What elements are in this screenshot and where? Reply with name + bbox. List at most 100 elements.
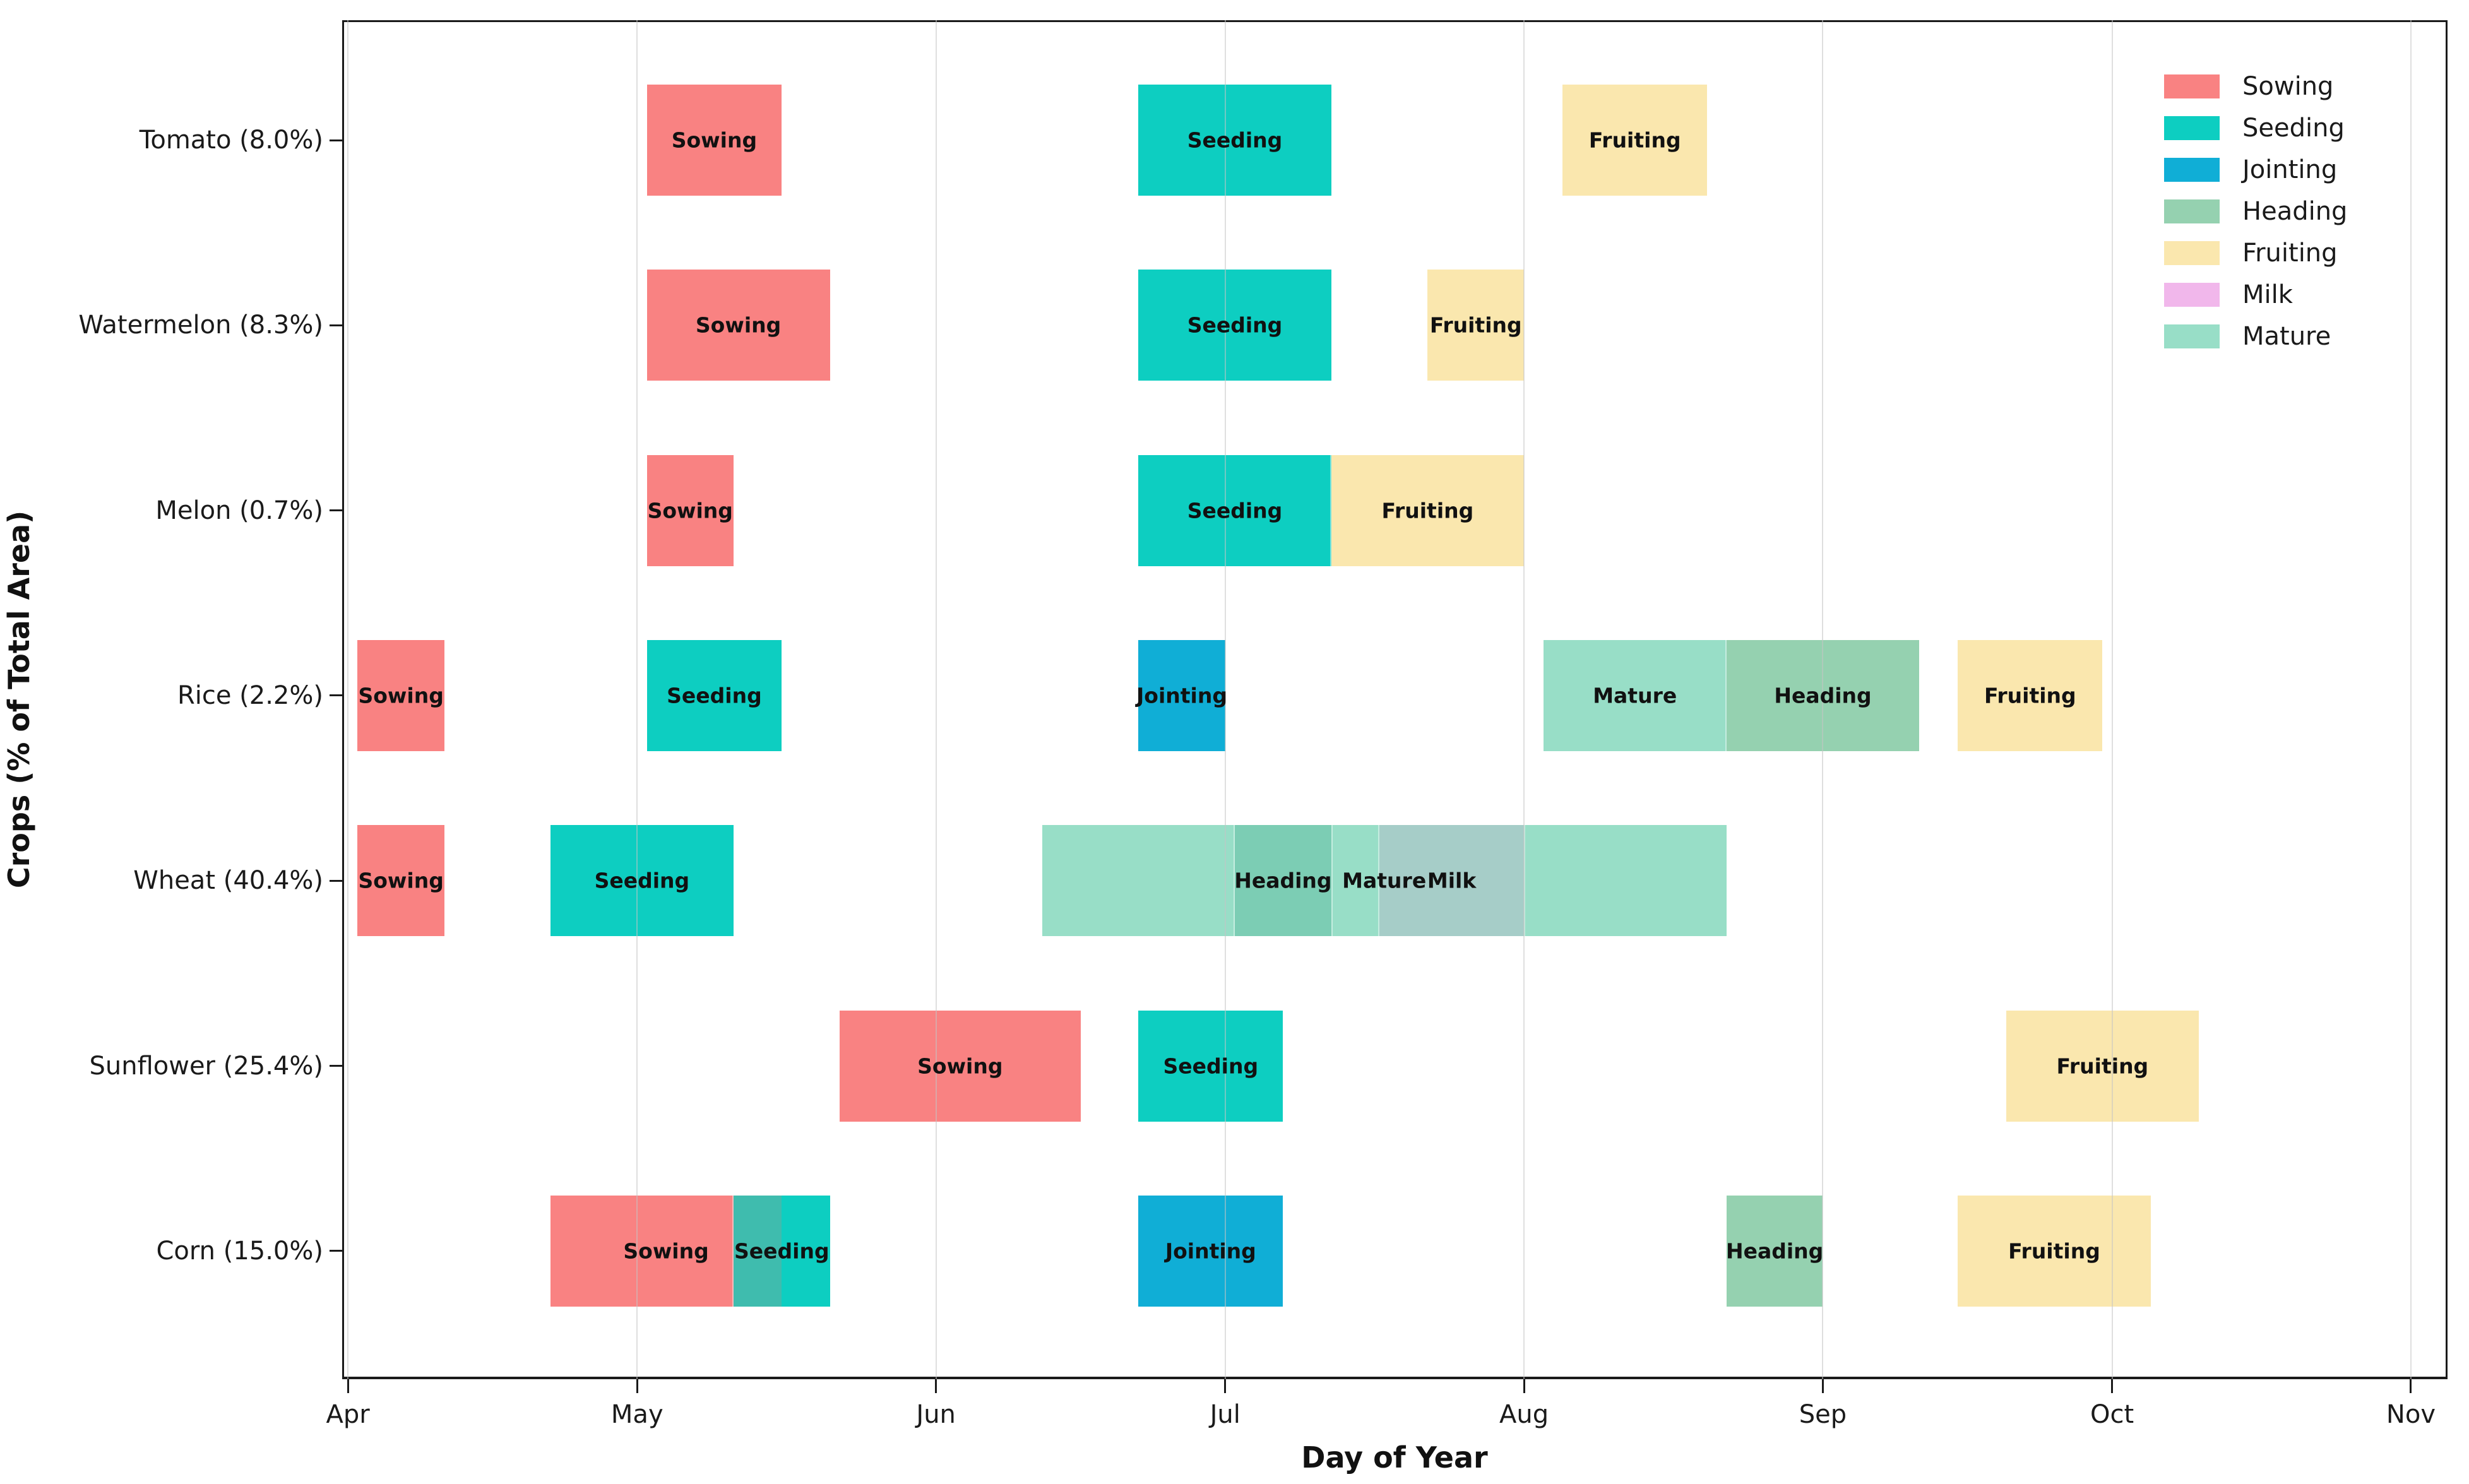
month-gridline-aug (1523, 20, 1525, 1379)
phase-bar-corn-fruiting (1958, 1195, 2151, 1307)
phase-bar-sunflower-seeding (1138, 1010, 1283, 1122)
legend-label-seeding: Seeding (2242, 114, 2345, 143)
phase-bar-rice-seeding (646, 639, 782, 751)
legend-label-mature: Mature (2242, 322, 2331, 351)
x-tick-mark-jul (1224, 1379, 1227, 1393)
phase-bar-rice-mature (1543, 639, 1727, 751)
phase-label: Jointing (1165, 1238, 1256, 1264)
phase-label: Seeding (594, 868, 690, 893)
month-gridline-jul (1224, 20, 1226, 1379)
phase-label: Mature (1593, 683, 1677, 708)
phase-bar-corn-jointing (1138, 1195, 1283, 1307)
phase-label: Seeding (1187, 312, 1283, 338)
phase-label: Fruiting (1588, 128, 1681, 153)
x-tick-label-jul: Jul (1210, 1400, 1240, 1429)
phase-bar-corn-heading (1726, 1195, 1823, 1307)
legend-label-heading: Heading (2242, 197, 2348, 226)
phase-bar-melon-fruiting (1331, 454, 1525, 566)
x-tick-label-nov: Nov (2386, 1400, 2436, 1429)
x-tick-label-aug: Aug (1499, 1400, 1549, 1429)
month-gridline-jun (935, 20, 937, 1379)
month-gridline-sep (1822, 20, 1824, 1379)
phase-bar-sunflower-fruiting (2006, 1010, 2199, 1122)
legend: Sowing Seeding Jointing Heading Fruiting Milk… (2164, 66, 2347, 357)
phase-label: Heading (1774, 683, 1872, 708)
phase-label: Fruiting (1429, 312, 1522, 338)
y-tick-mark (330, 324, 342, 326)
y-tick-mark (330, 1065, 342, 1067)
phase-bar-tomato-seeding (1138, 85, 1331, 196)
y-tick-label-rice: Rice (2.2%) (177, 680, 323, 710)
phase-bar-watermelon-sowing (646, 270, 830, 381)
phase-bar-sunflower-sowing (839, 1010, 1081, 1122)
phase-bar-melon-seeding (1138, 454, 1331, 566)
month-gridline-oct (2111, 20, 2113, 1379)
phase-bar-rice-fruiting (1958, 639, 2103, 751)
x-tick-mark-nov (2410, 1379, 2412, 1393)
legend-swatch-milk (2164, 283, 2220, 307)
y-tick-label-tomato: Tomato (8.0%) (139, 126, 323, 155)
phase-label: Fruiting (1984, 683, 2076, 708)
legend-item-jointing: Jointing (2164, 149, 2347, 191)
legend-label-fruiting: Fruiting (2242, 239, 2338, 268)
phase-bar-melon-sowing (646, 454, 734, 566)
x-tick-label-apr: Apr (326, 1400, 370, 1429)
phase-label: Milk (1427, 868, 1477, 893)
phase-bar-wheat-sowing (357, 825, 444, 937)
legend-swatch-heading (2164, 199, 2220, 223)
x-axis-title: Day of Year (1301, 1440, 1488, 1475)
phase-bar-rice-sowing (357, 639, 444, 751)
y-tick-label-watermelon: Watermelon (8.3%) (78, 311, 323, 340)
phase-bar-rice-jointing (1138, 639, 1225, 751)
phase-label: Fruiting (1381, 498, 1474, 523)
phase-label: Sowing (358, 868, 444, 893)
y-tick-mark (330, 879, 342, 882)
legend-swatch-sowing (2164, 74, 2220, 98)
phase-label: Sowing (917, 1054, 1003, 1078)
x-tick-mark-oct (2111, 1379, 2114, 1393)
y-tick-label-corn: Corn (15.0%) (156, 1236, 324, 1266)
y-tick-mark (330, 694, 342, 697)
legend-swatch-fruiting (2164, 241, 2220, 265)
phase-overlap-sowing-seeding (733, 1195, 782, 1307)
x-tick-label-may: May (610, 1400, 663, 1429)
legend-swatch-seeding (2164, 116, 2220, 140)
x-tick-mark-jun (935, 1379, 937, 1393)
y-tick-label-sunflower: Sunflower (25.4%) (89, 1051, 323, 1081)
phase-overlap-mature-milk (1379, 825, 1525, 937)
phase-label: Sowing (695, 312, 782, 338)
phase-label: Sowing (358, 683, 444, 708)
y-tick-label-wheat: Wheat (40.4%) (133, 866, 323, 896)
phase-label: Sowing (623, 1238, 709, 1264)
y-tick-mark (330, 139, 342, 141)
y-tick-label-melon: Melon (0.7%) (155, 496, 323, 525)
phase-bar-tomato-fruiting (1562, 85, 1708, 196)
phase-label: Sowing (647, 498, 733, 523)
phase-label: Fruiting (2008, 1238, 2100, 1264)
phase-bar-wheat-seeding (550, 825, 734, 937)
phase-label: Heading (1725, 1238, 1824, 1264)
legend-label-sowing: Sowing (2242, 72, 2334, 101)
x-tick-mark-aug (1523, 1379, 1525, 1393)
month-gridline-nov (2410, 20, 2412, 1379)
phase-label: Seeding (734, 1238, 830, 1264)
phase-label: Seeding (1187, 128, 1283, 153)
y-tick-mark (330, 509, 342, 512)
month-gridline-may (636, 20, 638, 1379)
legend-item-sowing: Sowing (2164, 66, 2347, 107)
legend-item-seeding: Seeding (2164, 107, 2347, 149)
legend-swatch-jointing (2164, 158, 2220, 182)
phase-label: Fruiting (2056, 1054, 2149, 1078)
legend-item-mature: Mature (2164, 316, 2347, 357)
phase-label: Sowing (671, 128, 758, 153)
phase-overlap-mature-heading (1235, 825, 1331, 937)
y-tick-mark (330, 1250, 342, 1252)
x-tick-label-jun: Jun (916, 1400, 956, 1429)
y-axis-title: Crops (% of Total Area) (2, 510, 36, 889)
legend-label-jointing: Jointing (2242, 155, 2338, 184)
x-tick-mark-sep (1821, 1379, 1824, 1393)
phase-bar-watermelon-seeding (1138, 270, 1331, 381)
x-tick-label-sep: Sep (1799, 1400, 1847, 1429)
month-gridline-apr (347, 20, 349, 1379)
